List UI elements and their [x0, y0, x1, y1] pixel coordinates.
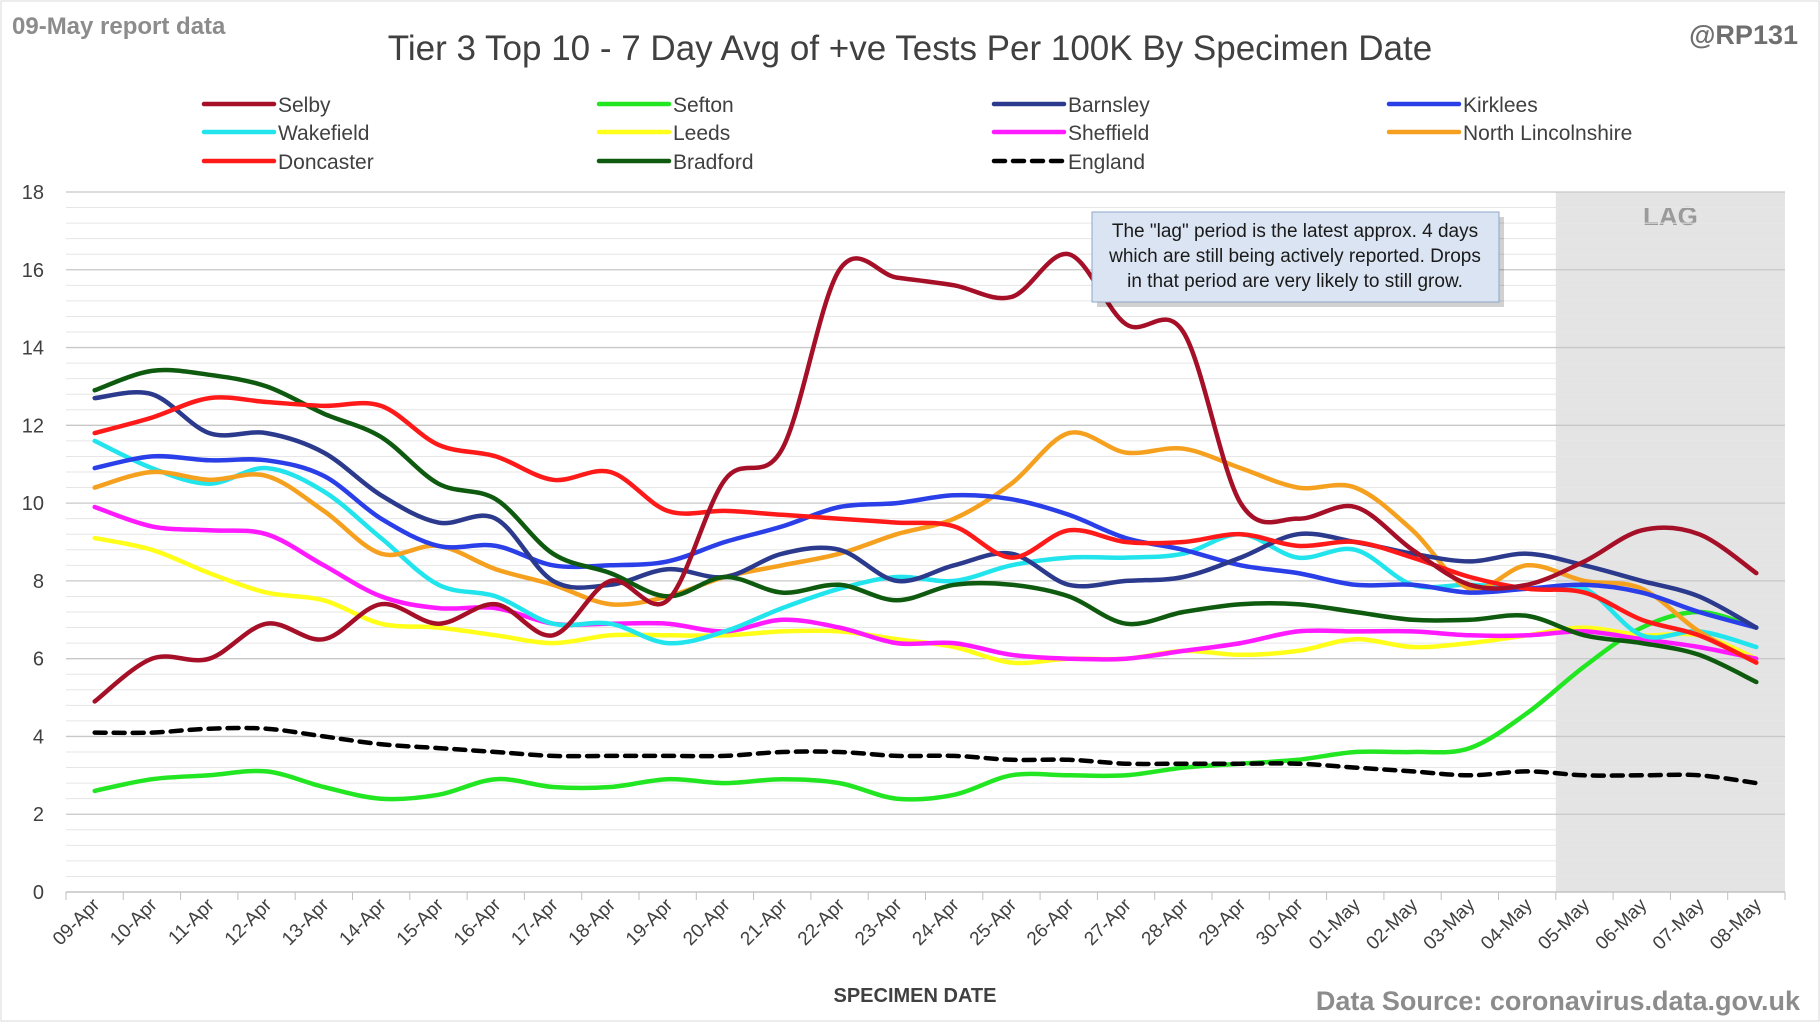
chart-title: Tier 3 Top 10 - 7 Day Avg of +ve Tests P…: [388, 29, 1432, 68]
lag-region: [1555, 192, 1785, 892]
series-line-england: [92, 725, 1759, 786]
lag-label: LAG: [1643, 201, 1698, 231]
y-axis: 0 2 4 6 8 10 12 14 16 18: [22, 182, 44, 904]
series-line-doncaster: [92, 395, 1759, 665]
series-lines: [92, 251, 1759, 802]
report-label: 09-May report data: [12, 13, 226, 40]
y-tick-label: 2: [33, 804, 44, 826]
legend-label-kirklees: Kirklees: [1463, 94, 1538, 117]
y-tick-label: 6: [33, 649, 44, 671]
data-source-label: Data Source: coronavirus.data.gov.uk: [1316, 986, 1801, 1016]
y-tick-label: 14: [22, 338, 44, 360]
series-line-bradford: [92, 367, 1759, 685]
legend-label-sheffield: Sheffield: [1068, 122, 1149, 145]
series-line-kirklees: [92, 453, 1759, 630]
y-tick-label: 18: [22, 182, 44, 204]
gridlines: [66, 191, 1785, 893]
y-tick-label: 8: [33, 571, 44, 593]
legend: Selby Sefton Barnsley Kirklees Wakefield Leed…: [201, 94, 1632, 174]
series-line-barnsley: [92, 390, 1759, 630]
legend-label-wakefield: Wakefield: [278, 122, 369, 145]
y-tick-label: 16: [22, 260, 44, 282]
legend-label-selby: Selby: [278, 94, 331, 117]
legend-label-leeds: Leeds: [673, 122, 730, 145]
y-tick-label: 12: [22, 415, 44, 437]
legend-label-barnsley: Barnsley: [1068, 94, 1150, 117]
legend-label-north-lincolnshire: North Lincolnshire: [1463, 122, 1632, 145]
legend-label-sefton: Sefton: [673, 94, 734, 117]
annotation-box: The "lag" period is the latest approx. 4…: [1091, 211, 1504, 307]
y-tick-label: 4: [33, 726, 44, 748]
series-line-sheffield: [92, 504, 1759, 662]
legend-label-bradford: Bradford: [673, 151, 754, 174]
annotation-line-2: which are still being actively reported.…: [1108, 246, 1481, 267]
legend-label-doncaster: Doncaster: [278, 151, 374, 174]
legend-label-england: England: [1068, 151, 1145, 174]
handle-label: @RP131: [1689, 20, 1798, 50]
x-axis-label: SPECIMEN DATE: [834, 985, 997, 1007]
annotation-line-1: The "lag" period is the latest approx. 4…: [1112, 221, 1478, 242]
y-tick-label: 10: [22, 493, 44, 515]
series-line-sefton: [92, 609, 1759, 802]
series-line-selby: [92, 251, 1759, 704]
annotation-line-3: in that period are very likely to still …: [1127, 271, 1463, 292]
y-tick-label: 0: [33, 882, 44, 904]
